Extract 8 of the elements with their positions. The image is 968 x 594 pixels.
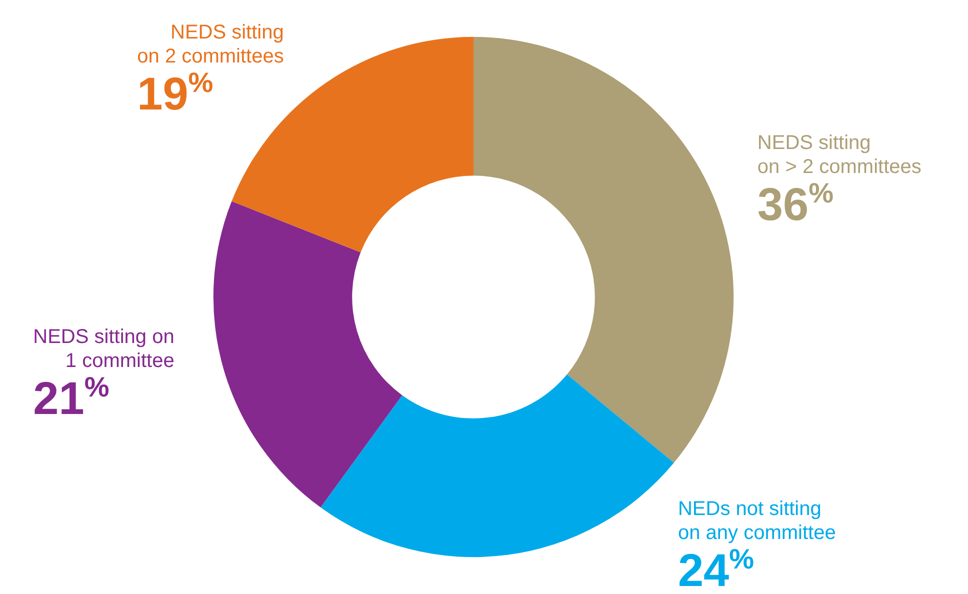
slice-label: NEDS sitting on 1 committee: [33, 326, 174, 372]
data-label: 36%: [757, 177, 834, 230]
data-label: 21%: [33, 371, 110, 424]
slice-label: NEDs not sitting on any committee: [678, 498, 836, 544]
data-label: 19%: [137, 66, 214, 120]
slice-label: NEDS sitting on 2 committees: [137, 21, 284, 68]
slice-label: NEDS sitting on > 2 committees: [757, 132, 922, 178]
data-label: 24%: [678, 544, 754, 594]
